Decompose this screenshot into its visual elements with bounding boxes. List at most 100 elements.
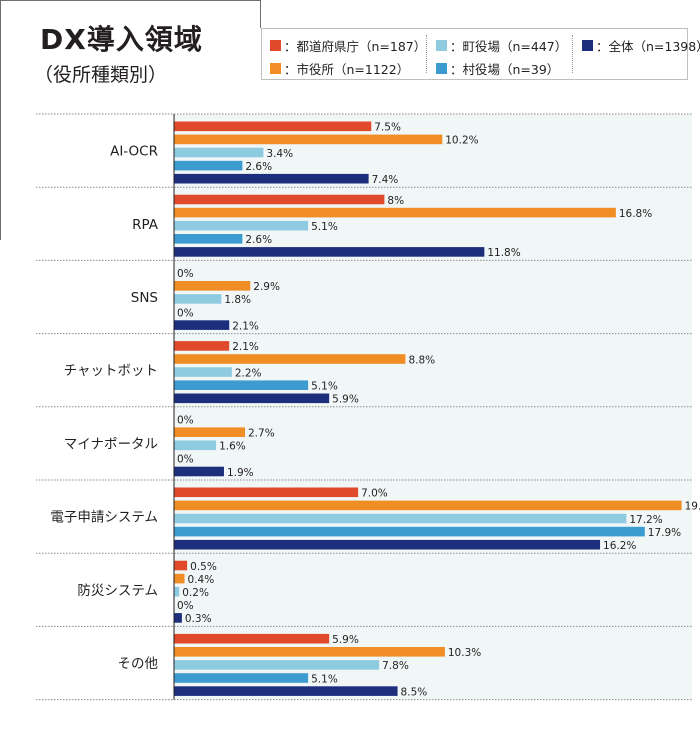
bar bbox=[174, 194, 385, 205]
bar bbox=[174, 207, 616, 218]
bar bbox=[174, 281, 251, 291]
data-label: 10.3% bbox=[448, 647, 481, 659]
bar bbox=[174, 341, 230, 351]
data-label: 10.2% bbox=[445, 135, 478, 147]
bar bbox=[174, 487, 359, 498]
data-label: 2.9% bbox=[253, 281, 280, 293]
legend-label-village: ：村役場（n=39） bbox=[450, 62, 560, 77]
data-label: 0% bbox=[177, 307, 194, 319]
data-label: 5.1% bbox=[311, 381, 338, 393]
data-label: 2.1% bbox=[232, 320, 259, 332]
data-label: 7.5% bbox=[374, 122, 401, 134]
bar bbox=[174, 134, 443, 145]
bar bbox=[174, 660, 380, 670]
data-label: 11.8% bbox=[487, 247, 520, 259]
bar bbox=[174, 427, 246, 437]
data-label: 5.9% bbox=[332, 394, 359, 406]
frame-line-top bbox=[0, 0, 260, 1]
bar bbox=[174, 247, 485, 257]
legend-swatch-total bbox=[582, 40, 593, 51]
bar bbox=[174, 160, 243, 171]
legend-item-village: ：村役場（n=39） bbox=[436, 59, 559, 78]
category-label: 防災システム bbox=[77, 583, 158, 599]
data-label: 2.1% bbox=[232, 341, 259, 353]
bar bbox=[174, 121, 372, 132]
data-label: 0% bbox=[177, 268, 194, 280]
bar bbox=[174, 647, 445, 657]
bar bbox=[174, 539, 601, 550]
bar bbox=[174, 294, 222, 304]
legend-swatch-city bbox=[270, 63, 281, 74]
data-label: 8.8% bbox=[408, 354, 435, 366]
data-label: 0.2% bbox=[182, 587, 209, 599]
frame-line-mid bbox=[260, 0, 261, 28]
data-label: 8% bbox=[387, 195, 404, 207]
data-label: 2.6% bbox=[245, 161, 272, 173]
legend: ：都道府県庁（n=187） ：町役場（n=447） ：全体（n=1398） ：市… bbox=[261, 28, 700, 80]
legend-label-city: ：市役所（n=1122） bbox=[284, 62, 410, 77]
legend-item-prefecture: ：都道府県庁（n=187） bbox=[270, 36, 426, 55]
legend-label-total: ：全体（n=1398） bbox=[596, 39, 700, 54]
data-label: 7.4% bbox=[372, 174, 399, 186]
bar bbox=[174, 380, 309, 390]
bar bbox=[174, 234, 243, 244]
bar bbox=[174, 466, 224, 477]
data-label: 7.8% bbox=[382, 660, 409, 672]
data-label: 5.1% bbox=[311, 221, 338, 233]
bar bbox=[174, 440, 217, 451]
legend-item-total: ：全体（n=1398） bbox=[582, 36, 700, 55]
data-label: 5.1% bbox=[311, 673, 338, 685]
data-label: 1.9% bbox=[227, 467, 254, 479]
bar bbox=[174, 686, 398, 696]
data-label: 7.0% bbox=[361, 488, 388, 500]
data-label: 16.2% bbox=[603, 540, 636, 552]
bar bbox=[174, 633, 330, 644]
bar bbox=[174, 393, 330, 404]
legend-swatch-town bbox=[436, 40, 447, 51]
legend-label-prefecture: ：都道府県庁（n=187） bbox=[284, 39, 427, 54]
legend-divider bbox=[426, 35, 427, 73]
bar bbox=[174, 513, 627, 524]
data-label: 16.8% bbox=[619, 208, 652, 220]
data-label: 3.4% bbox=[266, 148, 293, 160]
data-label: 2.2% bbox=[235, 367, 262, 379]
data-label: 0.4% bbox=[188, 574, 215, 586]
category-label: RPA bbox=[132, 217, 159, 233]
data-label: 8.5% bbox=[401, 686, 428, 698]
data-label: 0% bbox=[177, 414, 194, 426]
data-label: 1.8% bbox=[224, 294, 251, 306]
chart-title: DX導入領域 bbox=[40, 23, 203, 56]
category-label: 電子申請システム bbox=[50, 510, 158, 526]
bar bbox=[174, 560, 188, 571]
chart-subtitle: （役所種類別） bbox=[34, 64, 168, 86]
bar bbox=[174, 613, 182, 623]
data-label: 0.5% bbox=[190, 561, 217, 573]
bar bbox=[174, 147, 264, 158]
data-label: 2.7% bbox=[248, 428, 275, 440]
category-label: SNS bbox=[131, 290, 158, 306]
legend-swatch-prefecture bbox=[270, 40, 281, 51]
data-label: 0.3% bbox=[185, 613, 212, 625]
data-label: 5.9% bbox=[332, 634, 359, 646]
legend-swatch-village bbox=[436, 63, 447, 74]
data-label: 0% bbox=[177, 454, 194, 466]
bar bbox=[174, 573, 185, 584]
data-label: 2.6% bbox=[245, 234, 272, 246]
data-label: 17.2% bbox=[629, 514, 662, 526]
bar bbox=[174, 320, 230, 330]
bar bbox=[174, 586, 180, 597]
legend-item-town: ：町役場（n=447） bbox=[436, 36, 567, 55]
bar bbox=[174, 500, 682, 511]
bar bbox=[174, 354, 406, 364]
data-label: 19.3% bbox=[685, 501, 700, 513]
bar bbox=[174, 526, 645, 537]
bar bbox=[174, 673, 309, 683]
category-label: その他 bbox=[118, 656, 159, 672]
data-label: 1.6% bbox=[219, 441, 246, 453]
legend-label-town: ：町役場（n=447） bbox=[450, 39, 568, 54]
bar bbox=[174, 367, 232, 377]
legend-divider bbox=[572, 35, 573, 73]
category-label: チャットボット bbox=[64, 363, 158, 379]
legend-item-city: ：市役所（n=1122） bbox=[270, 59, 409, 78]
